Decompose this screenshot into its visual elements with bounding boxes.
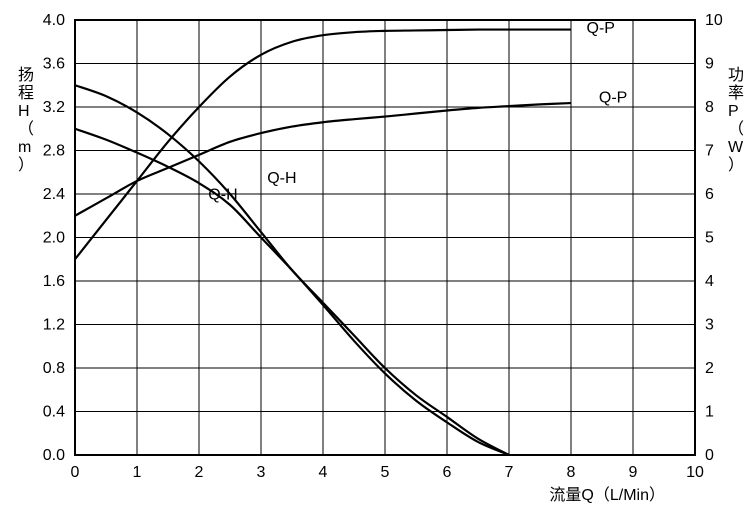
x-tick: 7 (505, 464, 514, 481)
x-tick: 5 (381, 464, 390, 481)
pump-curve-chart: Q-HQ-HQ-PQ-P0123456789100.00.40.81.21.62… (0, 0, 750, 519)
curve-label-qp2: Q-P (599, 90, 627, 107)
x-tick: 4 (319, 464, 328, 481)
y-left-tick: 0.8 (43, 360, 65, 377)
y-right-tick: 6 (705, 186, 714, 203)
y-left-tick: 1.2 (43, 317, 65, 334)
x-tick: 1 (133, 464, 142, 481)
y-left-tick: 2.4 (43, 186, 65, 203)
y-left-tick: 0.0 (43, 447, 65, 464)
y-left-tick: 1.6 (43, 273, 65, 290)
x-tick: 10 (686, 464, 704, 481)
curve-label-qh1: Q-H (208, 186, 237, 203)
y-left-tick: 3.2 (43, 99, 65, 116)
x-tick: 0 (71, 464, 80, 481)
y-right-tick: 3 (705, 317, 714, 334)
y-right-tick: 2 (705, 360, 714, 377)
x-tick: 3 (257, 464, 266, 481)
y-left-tick: 4.0 (43, 12, 65, 29)
x-tick: 9 (629, 464, 638, 481)
chart-svg: Q-HQ-HQ-PQ-P0123456789100.00.40.81.21.62… (0, 0, 750, 519)
y-right-tick: 4 (705, 273, 714, 290)
y-right-tick: 10 (705, 12, 723, 29)
y-right-tick: 1 (705, 404, 714, 421)
x-tick: 8 (567, 464, 576, 481)
y-left-tick: 3.6 (43, 56, 65, 73)
y-right-axis-label: 功率P（W） (728, 66, 744, 174)
curve-label-qh2: Q-H (267, 170, 296, 187)
y-right-tick: 8 (705, 99, 714, 116)
y-right-tick: 9 (705, 56, 714, 73)
x-tick: 6 (443, 464, 452, 481)
curve-label-qp1: Q-P (587, 20, 615, 37)
y-right-tick: 0 (705, 447, 714, 464)
y-left-tick: 2.8 (43, 143, 65, 160)
y-left-axis-label: 扬程H（m） (18, 66, 34, 174)
y-left-tick: 2.0 (43, 230, 65, 247)
x-tick: 2 (195, 464, 204, 481)
x-axis-label: 流量Q（L/Min） (549, 486, 665, 504)
y-right-tick: 7 (705, 143, 714, 160)
y-left-tick: 0.4 (43, 404, 65, 421)
y-right-tick: 5 (705, 230, 714, 247)
